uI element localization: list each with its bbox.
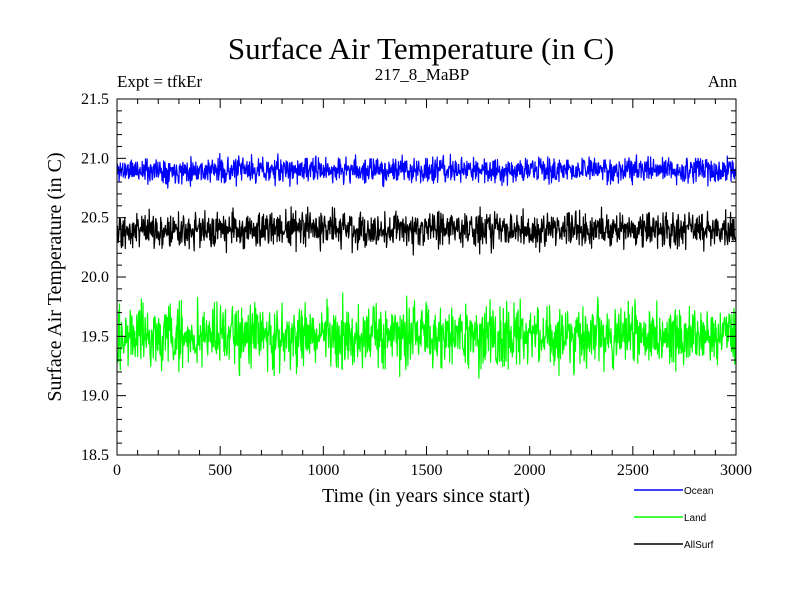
chart-title: Surface Air Temperature (in C) [228,31,614,66]
x-tick-label: 500 [208,462,232,479]
x-tick-label: 2000 [514,462,546,479]
x-tick-label: 2500 [617,462,649,479]
y-tick-label: 19.0 [81,388,109,405]
y-tick-label: 20.0 [81,269,109,286]
y-tick-label: 18.5 [81,447,109,464]
x-axis-label: Time (in years since start) [322,485,530,507]
x-tick-label: 1000 [307,462,339,479]
plot-series [116,153,737,379]
series-line-allsurf [116,206,737,256]
y-tick-label: 21.5 [81,91,109,108]
y-tick-label: 20.5 [81,210,109,227]
legend-label-land: Land [684,513,706,524]
y-tick-label: 21.0 [81,150,109,167]
chart-subtitle: 217_8_MaBP [375,65,469,84]
y-axis: 18.5 19.0 19.5 20.0 20.5 21.0 21.5 [81,91,736,464]
legend-label-allsurf: AllSurf [684,540,714,551]
series-line-land [116,292,737,379]
y-axis-label: Surface Air Temperature (in C) [44,152,66,401]
series-line-ocean [116,153,737,189]
y-tick-label: 19.5 [81,328,109,345]
x-tick-label: 0 [113,462,121,479]
legend-label-ocean: Ocean [684,486,713,497]
legend: Ocean Land AllSurf [634,486,714,551]
x-tick-label: 3000 [720,462,752,479]
x-tick-label: 1500 [411,462,443,479]
x-axis: 0 500 1000 1500 2000 2500 3000 [113,99,752,479]
experiment-label: Expt = tfkEr [117,72,202,91]
period-label: Ann [708,72,738,91]
plot-frame [116,98,737,456]
